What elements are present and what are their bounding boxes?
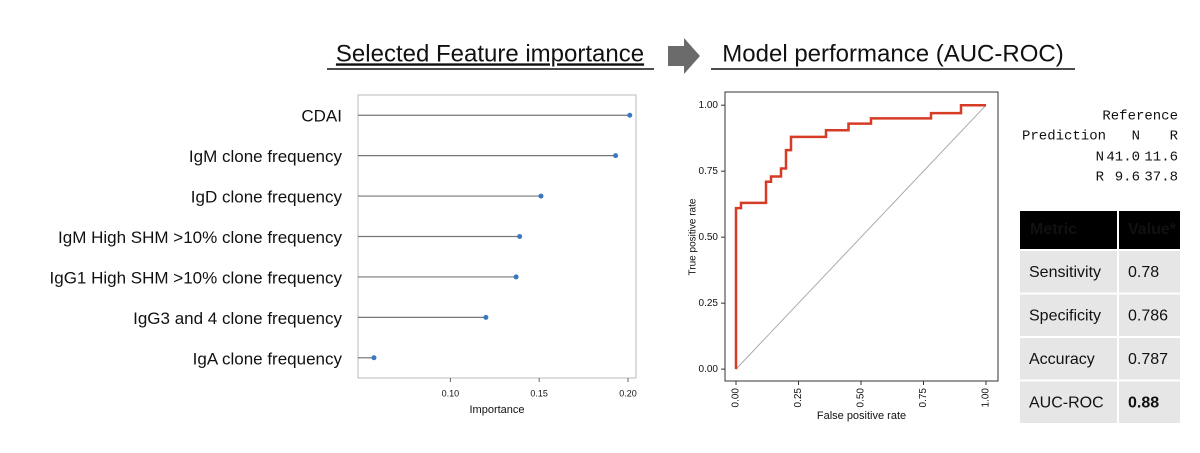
metric-value: 0.786: [1128, 307, 1168, 324]
table-cell-bg: [1119, 294, 1180, 336]
table-header: [1020, 211, 1180, 249]
metric-name: Accuracy: [1029, 351, 1095, 368]
y-tick-label: 0.25: [699, 298, 719, 309]
x-tick-label: 0.10: [442, 388, 460, 398]
x-tick-label: 1.00: [981, 388, 992, 408]
reference-line: [735, 104, 987, 370]
metric-value: 0.78: [1128, 264, 1159, 281]
category-label: IgG1 High SHM >10% clone frequency: [50, 268, 343, 287]
dot: [371, 355, 377, 361]
heading-left: Selected Feature importance: [336, 40, 644, 67]
table-cell-bg: [1119, 381, 1180, 423]
metric-name: AUC-ROC: [1029, 394, 1104, 411]
category-label: IgD clone frequency: [191, 188, 343, 207]
dot: [613, 153, 619, 159]
matrix-column: N: [1132, 129, 1140, 145]
metric-name: Specificity: [1029, 307, 1101, 324]
arrow: [668, 38, 700, 74]
matrix-cell: 37.8: [1144, 170, 1178, 186]
y-axis-label: True positive rate: [688, 198, 699, 275]
metric-value: 0.787: [1128, 351, 1168, 368]
dot: [517, 234, 523, 239]
header-cell: Metric: [1030, 221, 1077, 238]
roc-curve: [734, 103, 986, 370]
table-cell-bg: [1020, 294, 1117, 336]
y-tick-label: 0.75: [699, 166, 719, 177]
matrix-cell: 41.0: [1106, 150, 1140, 166]
metric-value: 0.88: [1128, 394, 1159, 411]
dot: [538, 193, 544, 199]
dot: [627, 112, 633, 118]
table-cell-bg: [1020, 338, 1117, 380]
matrix-row-label: R: [1096, 170, 1105, 186]
matrix-row-title: Prediction: [1022, 129, 1106, 145]
x-axis-label: Importance: [469, 404, 524, 416]
matrix-cell: 11.6: [1144, 150, 1178, 166]
table-cell-bg: [1020, 381, 1117, 423]
y-tick-label: 1.00: [699, 100, 719, 111]
table-cell-bg: [1119, 251, 1180, 293]
matrix-title: Reference: [1102, 109, 1178, 125]
matrix-row-label: N: [1096, 150, 1104, 166]
metric-name: Sensitivity: [1029, 264, 1101, 281]
y-tick-label: 0.00: [699, 364, 719, 375]
y-tick-label: 0.50: [699, 232, 719, 243]
category-label: IgM clone frequency: [189, 147, 343, 166]
dot: [483, 314, 489, 320]
category-label: IgA clone frequency: [193, 349, 343, 368]
x-tick-label: 0.25: [793, 388, 804, 408]
matrix-column: R: [1170, 129, 1179, 145]
table-cell-bg: [1119, 338, 1180, 380]
header-cell: Value*: [1128, 221, 1177, 238]
heading-right: Model performance (AUC-ROC): [722, 40, 1063, 67]
matrix-cell: 9.6: [1115, 170, 1140, 186]
x-tick-label: 0.15: [530, 388, 548, 398]
x-axis-label: False positive rate: [817, 410, 906, 422]
table-cell-bg: [1020, 251, 1117, 293]
category-label: IgG3 and 4 clone frequency: [133, 309, 342, 328]
x-tick-label: 0.00: [731, 388, 742, 408]
category-label: CDAI: [301, 107, 342, 126]
x-tick-label: 0.50: [856, 388, 867, 408]
x-tick-label: 0.20: [619, 388, 637, 398]
x-tick-label: 0.75: [918, 388, 929, 408]
dot: [513, 274, 519, 280]
category-label: IgM High SHM >10% clone frequency: [58, 228, 342, 247]
